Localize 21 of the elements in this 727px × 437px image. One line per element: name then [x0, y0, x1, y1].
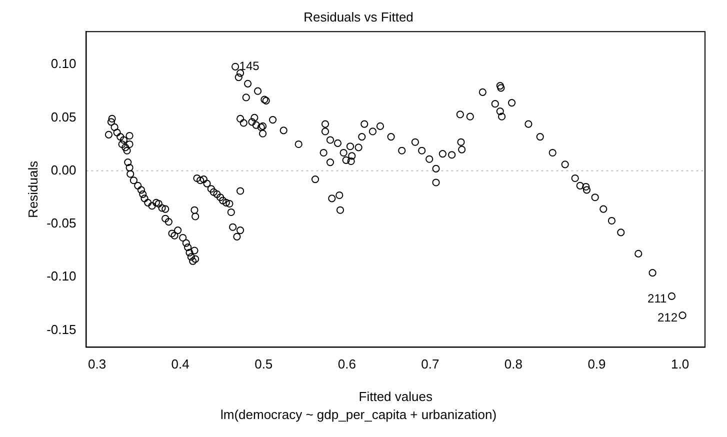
y-tick-label: 0.10: [50, 56, 76, 72]
y-tick-label: -0.05: [46, 216, 76, 231]
y-tick-label: 0.00: [50, 162, 76, 178]
text: lm(democracy ~ gdp_per_capita + urbanization): [220, 406, 497, 422]
y-tick-label: -0.15: [46, 322, 76, 337]
x-tick-label: 0.3: [88, 356, 106, 372]
x-tick-label: 0.6: [338, 356, 356, 372]
x-tick-label: 0.9: [588, 356, 606, 372]
annotation: 145: [239, 58, 260, 73]
annotation: 212: [657, 310, 678, 325]
x-tick-label: 0.5: [254, 356, 273, 372]
y-tick-label: 0.05: [50, 109, 76, 124]
y-tick-label: -0.10: [46, 268, 76, 284]
x-tick-label: 0.4: [171, 356, 190, 372]
x-axis-title: Fitted values: [358, 389, 433, 404]
x-tick-label: 1.0: [670, 356, 690, 372]
x-tick-label: 0.8: [504, 356, 522, 372]
x-tick-label: 0.7: [421, 356, 440, 372]
y-axis-title: Residuals: [25, 160, 40, 218]
chart-title: Residuals vs Fitted: [304, 9, 414, 24]
annotation: 211: [648, 292, 668, 306]
